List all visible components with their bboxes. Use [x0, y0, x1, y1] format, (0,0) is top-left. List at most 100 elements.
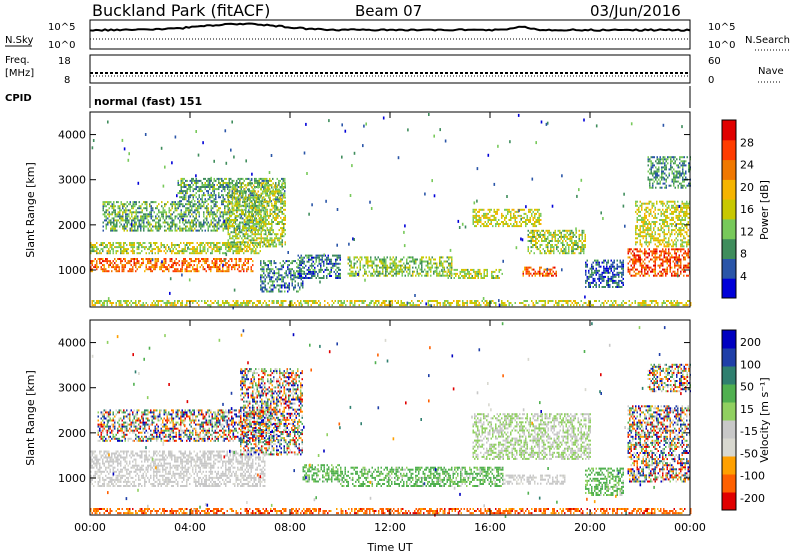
heatmap-cell: [162, 217, 164, 220]
heatmap-cell: [536, 242, 538, 244]
heatmap-cell: [487, 219, 489, 221]
heatmap-cell: [153, 219, 155, 222]
heatmap-cell: [147, 223, 149, 226]
heatmap-cell: [542, 240, 544, 242]
heatmap-cell: [106, 252, 108, 255]
heatmap-cell: [559, 229, 561, 232]
heatmap-cell: [575, 240, 577, 242]
heatmap-cell: [175, 258, 177, 260]
heatmap-cell: [240, 215, 242, 218]
heatmap-cell: [491, 272, 493, 275]
heatmap-cell: [222, 268, 224, 271]
heatmap-cell: [159, 268, 161, 271]
heatmap-cell: [274, 200, 276, 203]
heatmap-cell: [125, 225, 127, 228]
heatmap-cell: [389, 262, 391, 265]
heatmap-cell: [535, 246, 537, 249]
heatmap-cell: [230, 237, 232, 240]
heatmap-cell: [112, 266, 114, 269]
heatmap-cell: [274, 186, 276, 189]
heatmap-cell: [474, 272, 476, 275]
heatmap-cell: [480, 277, 482, 279]
heatmap-cell: [648, 274, 650, 277]
heatmap-cell: [551, 250, 553, 253]
heatmap-cell: [536, 246, 538, 249]
heatmap-cell: [178, 244, 180, 246]
heatmap-cell: [510, 210, 512, 213]
heatmap-cell: [192, 225, 194, 228]
heatmap-cell: [299, 256, 301, 259]
heatmap-cell: [242, 235, 244, 238]
heatmap-cell: [202, 246, 204, 249]
heatmap-cell: [326, 262, 328, 265]
heatmap-cell: [269, 198, 271, 201]
heatmap-cell: [451, 256, 453, 259]
heatmap-cell: [544, 237, 546, 240]
heatmap-cell: [155, 201, 157, 204]
heatmap-cell: [607, 279, 609, 282]
heatmap-cell: [270, 278, 272, 281]
heatmap-cell: [255, 182, 257, 184]
heatmap-cell: [185, 192, 187, 195]
heatmap-cell: [572, 235, 574, 238]
heatmap-cell: [108, 219, 110, 222]
heatmap-cell: [326, 266, 328, 269]
heatmap-cell: [185, 186, 187, 188]
heatmap-cell: [156, 266, 158, 269]
heatmap-cell: [118, 266, 120, 269]
heatmap-cell: [483, 275, 485, 277]
heatmap-cell: [430, 258, 432, 261]
heatmap-cell: [256, 233, 258, 236]
heatmap-cell: [102, 264, 104, 267]
heatmap-cell: [120, 209, 122, 212]
heatmap-cell: [261, 274, 263, 277]
heatmap-cell: [300, 258, 302, 261]
heatmap-cell: [187, 266, 189, 269]
heatmap-cell: [275, 237, 277, 240]
heatmap-cell: [299, 288, 301, 291]
heatmap-cell: [638, 233, 640, 236]
heatmap-cell: [273, 286, 275, 289]
heatmap-cell: [165, 260, 167, 263]
heatmap-cell: [526, 223, 528, 225]
heatmap-cell: [253, 188, 255, 191]
heatmap-cell: [491, 270, 493, 273]
heatmap-cell: [642, 216, 644, 219]
heatmap-cell: [185, 194, 187, 197]
heatmap-cell: [182, 177, 184, 180]
heatmap-cell: [203, 201, 205, 204]
heatmap-cell: [91, 264, 93, 267]
heatmap-cell: [498, 223, 500, 225]
heatmap-cell: [311, 256, 313, 259]
heatmap-cell: [151, 252, 153, 255]
heatmap-cell: [265, 190, 267, 193]
heatmap-cell: [439, 262, 441, 265]
heatmap-cell: [467, 272, 469, 275]
heatmap-cell: [226, 250, 228, 253]
heatmap-cell: [260, 264, 262, 267]
heatmap-cell: [338, 275, 340, 277]
heatmap-cell: [199, 248, 201, 251]
heatmap-cell: [327, 256, 329, 259]
heatmap-cell: [269, 280, 271, 283]
heatmap-cell: [522, 221, 524, 223]
heatmap-cell: [201, 223, 203, 226]
power-heatmap-cells: [90, 113, 692, 310]
heatmap-cell: [183, 211, 185, 214]
heatmap-cell: [137, 219, 139, 222]
heatmap-cell: [383, 260, 385, 263]
heatmap-cell: [314, 256, 316, 259]
heatmap-cell: [461, 275, 463, 277]
heatmap-cell: [120, 203, 122, 206]
heatmap-cell: [121, 264, 123, 267]
heatmap-cell: [647, 256, 649, 259]
heatmap-cell: [563, 229, 565, 232]
heatmap-cell: [586, 277, 588, 280]
heatmap-cell: [556, 240, 558, 242]
heatmap-cell: [128, 209, 130, 212]
heatmap-cell: [246, 250, 248, 253]
heatmap-cell: [639, 233, 641, 236]
heatmap-cell: [224, 225, 226, 228]
heatmap-cell: [281, 245, 283, 248]
heatmap-cell: [151, 264, 153, 267]
